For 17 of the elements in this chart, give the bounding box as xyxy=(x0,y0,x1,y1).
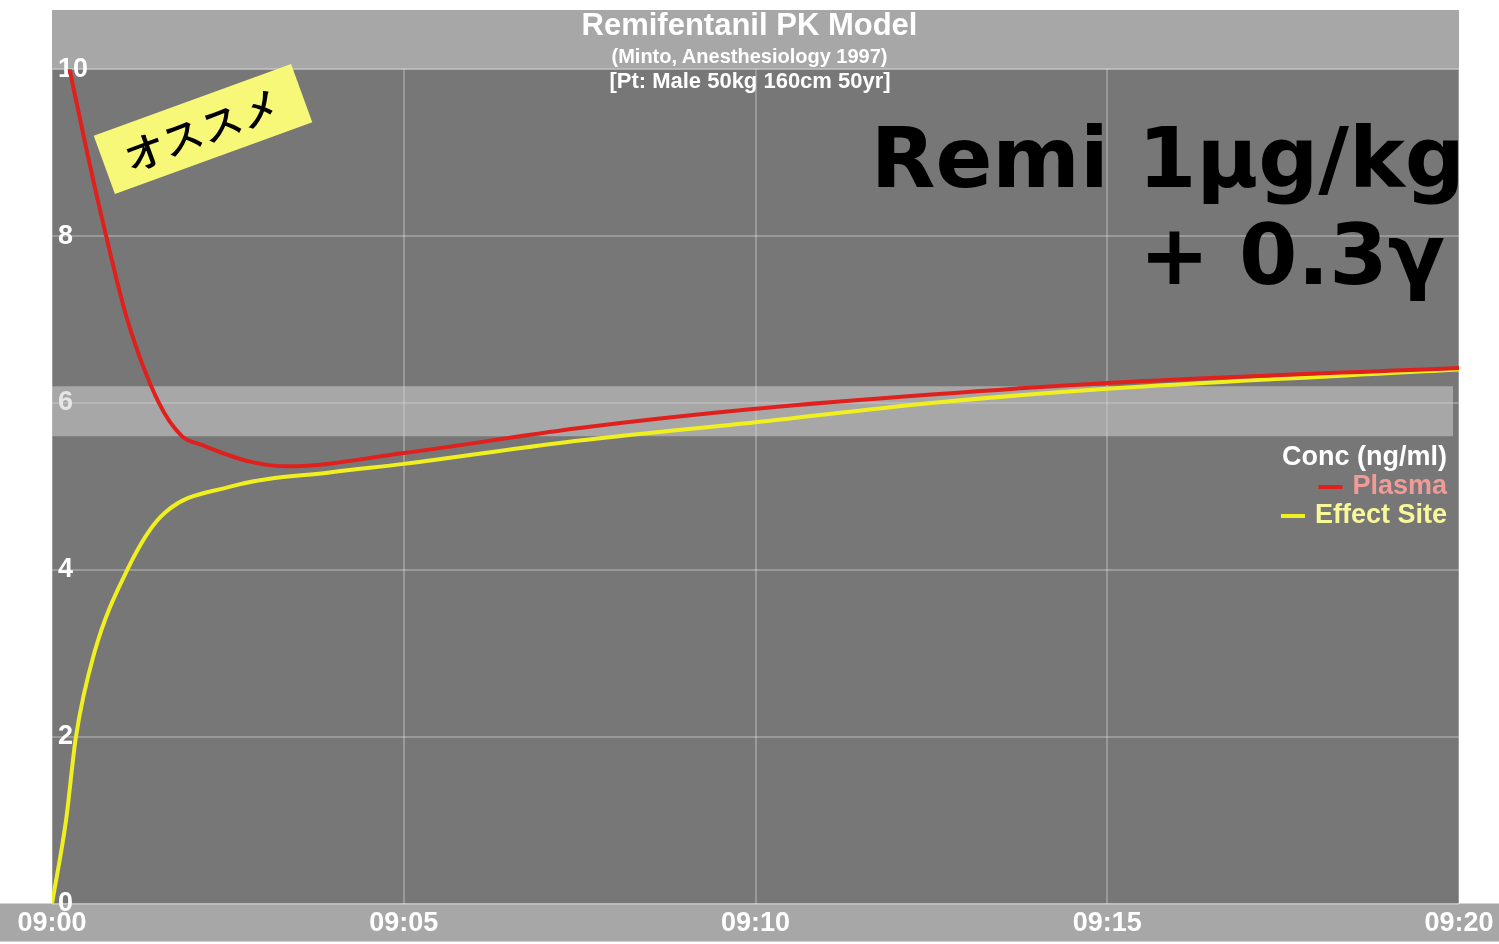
x-tick-label: 09:15 xyxy=(1072,907,1142,938)
y-tick-label: 6 xyxy=(58,386,74,417)
y-tick-label: 10 xyxy=(58,52,89,83)
y-tick-label: 2 xyxy=(58,720,74,751)
annotation: Remi 1μg/kg xyxy=(870,108,1465,207)
legend-label: Plasma xyxy=(1352,470,1448,501)
x-tick-label: 09:20 xyxy=(1424,907,1494,938)
x-tick-label: 09:05 xyxy=(369,907,439,938)
legend-label: Effect Site xyxy=(1314,499,1447,530)
legend-title: Conc (ng/ml) xyxy=(1282,441,1447,472)
x-tick-label: 09:10 xyxy=(720,907,791,938)
y-tick-label: 4 xyxy=(58,553,74,584)
annotation: [Pt: Male 50kg 160cm 50yr] xyxy=(609,68,891,94)
annotation: + 0.3γ xyxy=(1139,205,1445,304)
chart-subtitle: (Minto, Anesthesiology 1997) xyxy=(611,44,888,67)
y-tick-label: 8 xyxy=(58,219,74,250)
chart-title: Remifentanil PK Model xyxy=(581,7,918,43)
